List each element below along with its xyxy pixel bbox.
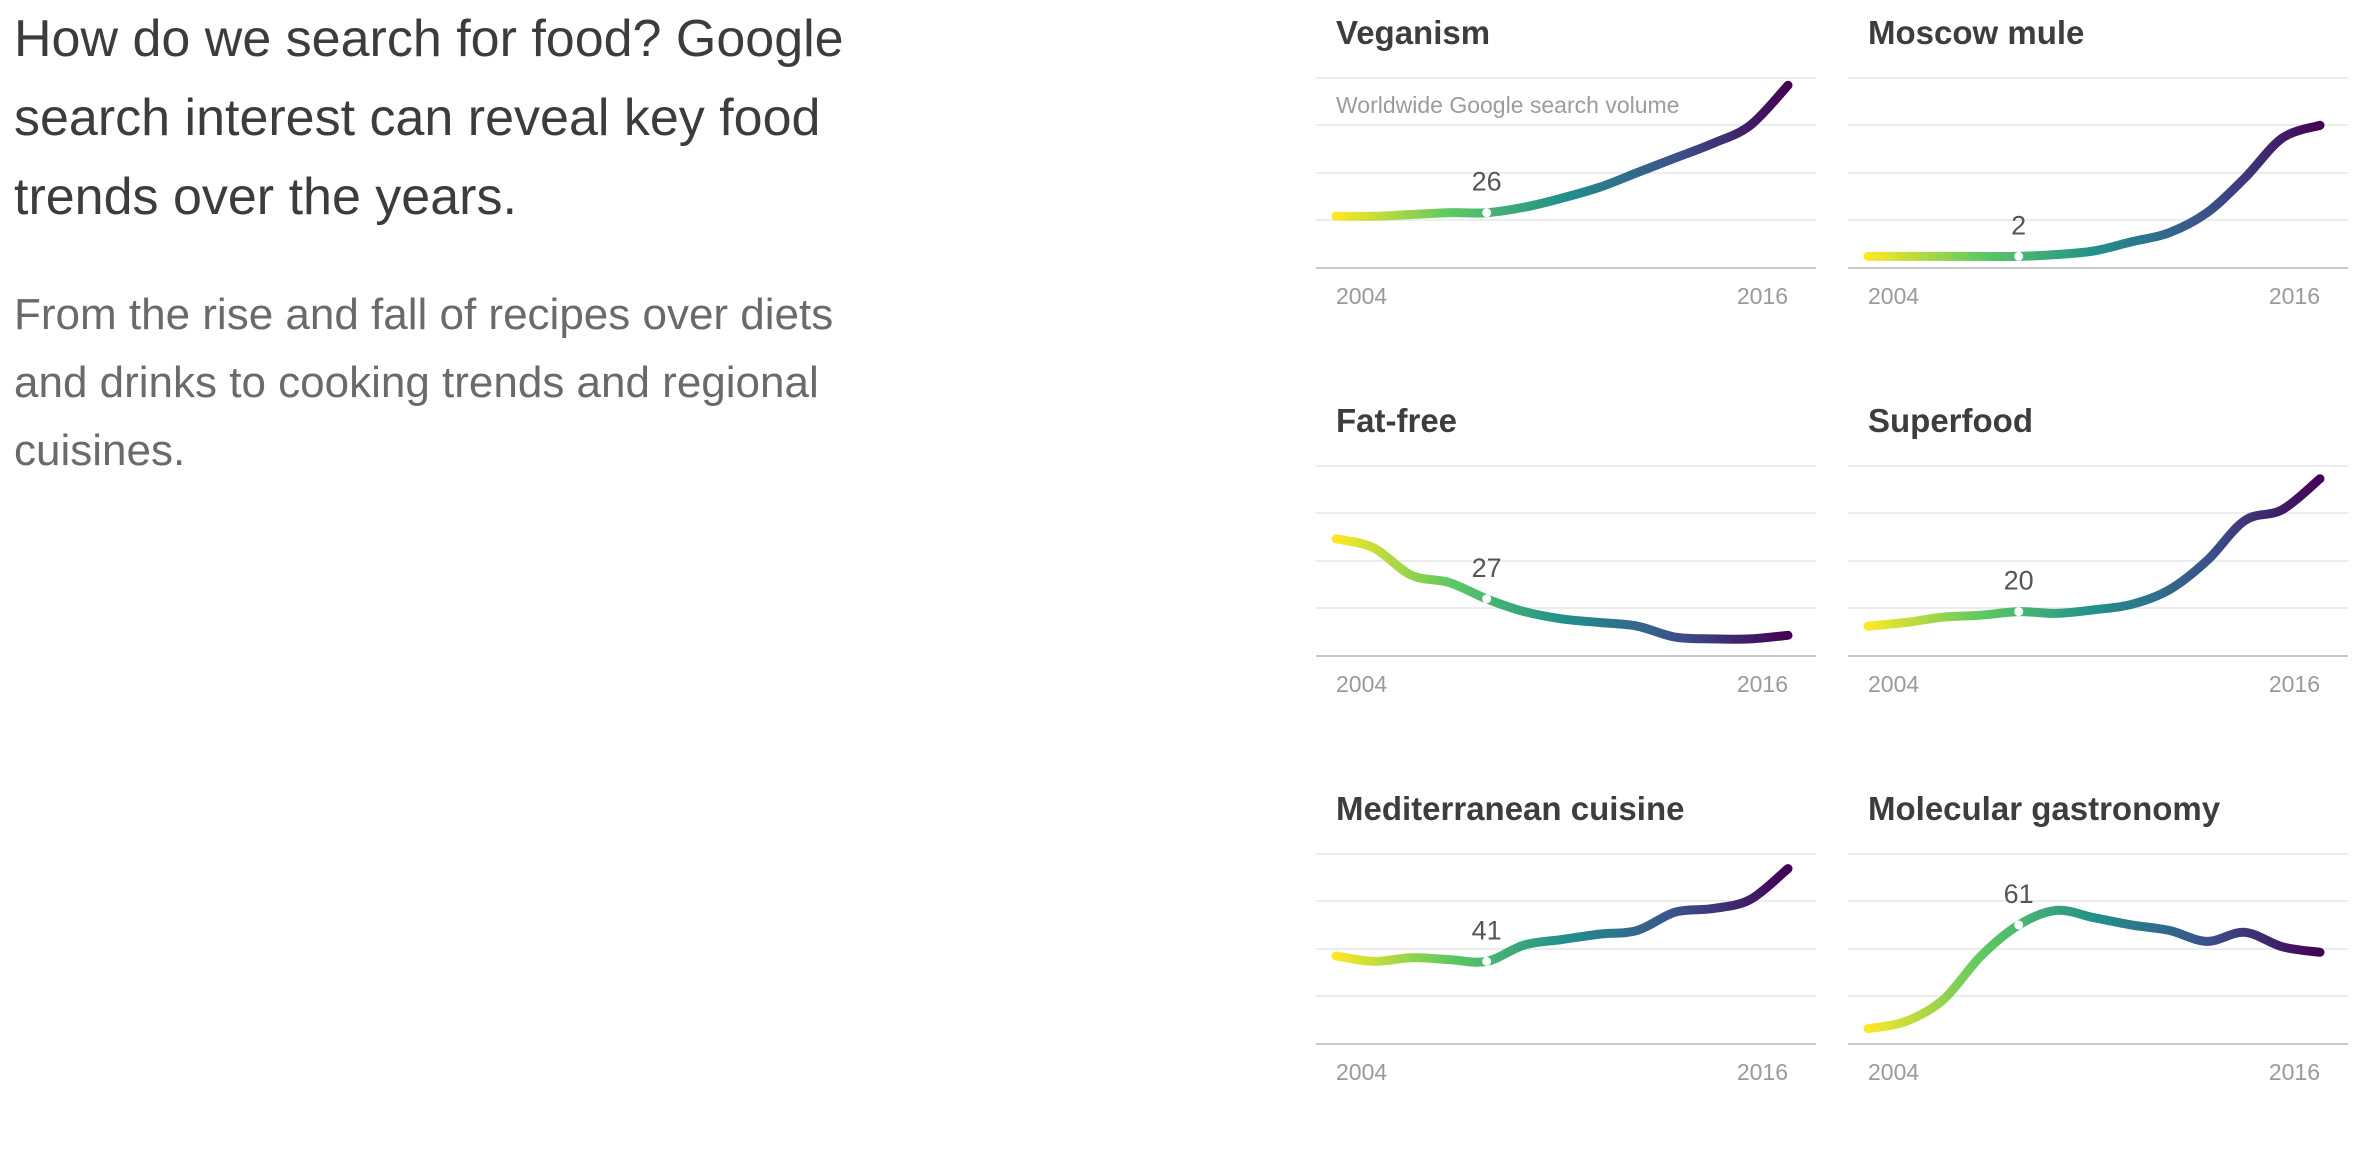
- chart-panel-moscow-mule: Moscow mule 2 2004 2016: [1848, 0, 2348, 380]
- chart-note: Worldwide Google search volume: [1336, 92, 1679, 118]
- x-tick-end: 2016: [2269, 283, 2320, 309]
- chart-panel-superfood: Superfood 20 2004 2016: [1848, 388, 2348, 768]
- chart-panel-veganism: Veganism Worldwide Google search volume 26…: [1316, 0, 1816, 380]
- x-tick-end: 2016: [2269, 1059, 2320, 1085]
- highlight-point: [1482, 956, 1492, 966]
- highlight-point: [2014, 251, 2024, 261]
- highlight-label: 61: [2004, 879, 2034, 909]
- x-tick-start: 2004: [1868, 1059, 1919, 1085]
- chart-panel-mediterranean-cuisine: Mediterranean cuisine 41 2004 2016: [1316, 776, 1816, 1156]
- chart-svg: 27 2004 2016: [1316, 465, 1816, 697]
- chart-title: Veganism: [1336, 14, 1491, 51]
- chart-title: Molecular gastronomy: [1868, 790, 2221, 827]
- highlight-label: 20: [2004, 566, 2034, 596]
- chart-grid: Veganism Worldwide Google search volume 26…: [1316, 0, 2366, 1096]
- chart-title: Moscow mule: [1868, 14, 2085, 51]
- x-tick-start: 2004: [1336, 671, 1387, 697]
- x-tick-end: 2016: [1737, 1059, 1788, 1085]
- chart-panel-molecular-gastronomy: Molecular gastronomy 61 2004 2016: [1848, 776, 2348, 1156]
- highlight-label: 2: [2011, 210, 2026, 240]
- chart-svg: 61 2004 2016: [1848, 853, 2348, 1085]
- chart-svg: 2 2004 2016: [1848, 77, 2348, 309]
- series-line: [1863, 474, 2325, 631]
- chart-title: Mediterranean cuisine: [1336, 790, 1685, 827]
- highlight-point: [1482, 594, 1492, 604]
- x-tick-start: 2004: [1336, 283, 1387, 309]
- x-tick-end: 2016: [1737, 283, 1788, 309]
- x-tick-end: 2016: [1737, 671, 1788, 697]
- intro: How do we search for food? Google search…: [14, 0, 914, 485]
- series-line: [1331, 864, 1793, 967]
- chart-svg: Worldwide Google search volume 26 2004 2016: [1316, 77, 1816, 309]
- highlight-point: [2014, 920, 2024, 930]
- chart-svg: 20 2004 2016: [1848, 465, 2348, 697]
- highlight-label: 27: [1472, 553, 1502, 583]
- highlight-point: [2014, 607, 2024, 617]
- series-line: [1863, 120, 2325, 262]
- x-tick-end: 2016: [2269, 671, 2320, 697]
- x-tick-start: 2004: [1868, 671, 1919, 697]
- chart-svg: 41 2004 2016: [1316, 853, 1816, 1085]
- series-line: [1863, 905, 2325, 1034]
- highlight-label: 41: [1472, 915, 1502, 945]
- highlight-point: [1482, 208, 1492, 218]
- chart-title: Superfood: [1868, 402, 2033, 439]
- chart-panel-fat-free: Fat-free 27 2004 2016: [1316, 388, 1816, 768]
- highlight-label: 26: [1472, 167, 1502, 197]
- x-tick-start: 2004: [1868, 283, 1919, 309]
- chart-title: Fat-free: [1336, 402, 1458, 439]
- subhead: From the rise and fall of recipes over d…: [14, 290, 834, 475]
- x-tick-start: 2004: [1336, 1059, 1387, 1085]
- series-line: [1331, 80, 1793, 221]
- series-line: [1331, 534, 1793, 644]
- headline: How do we search for food? Google search…: [14, 10, 844, 226]
